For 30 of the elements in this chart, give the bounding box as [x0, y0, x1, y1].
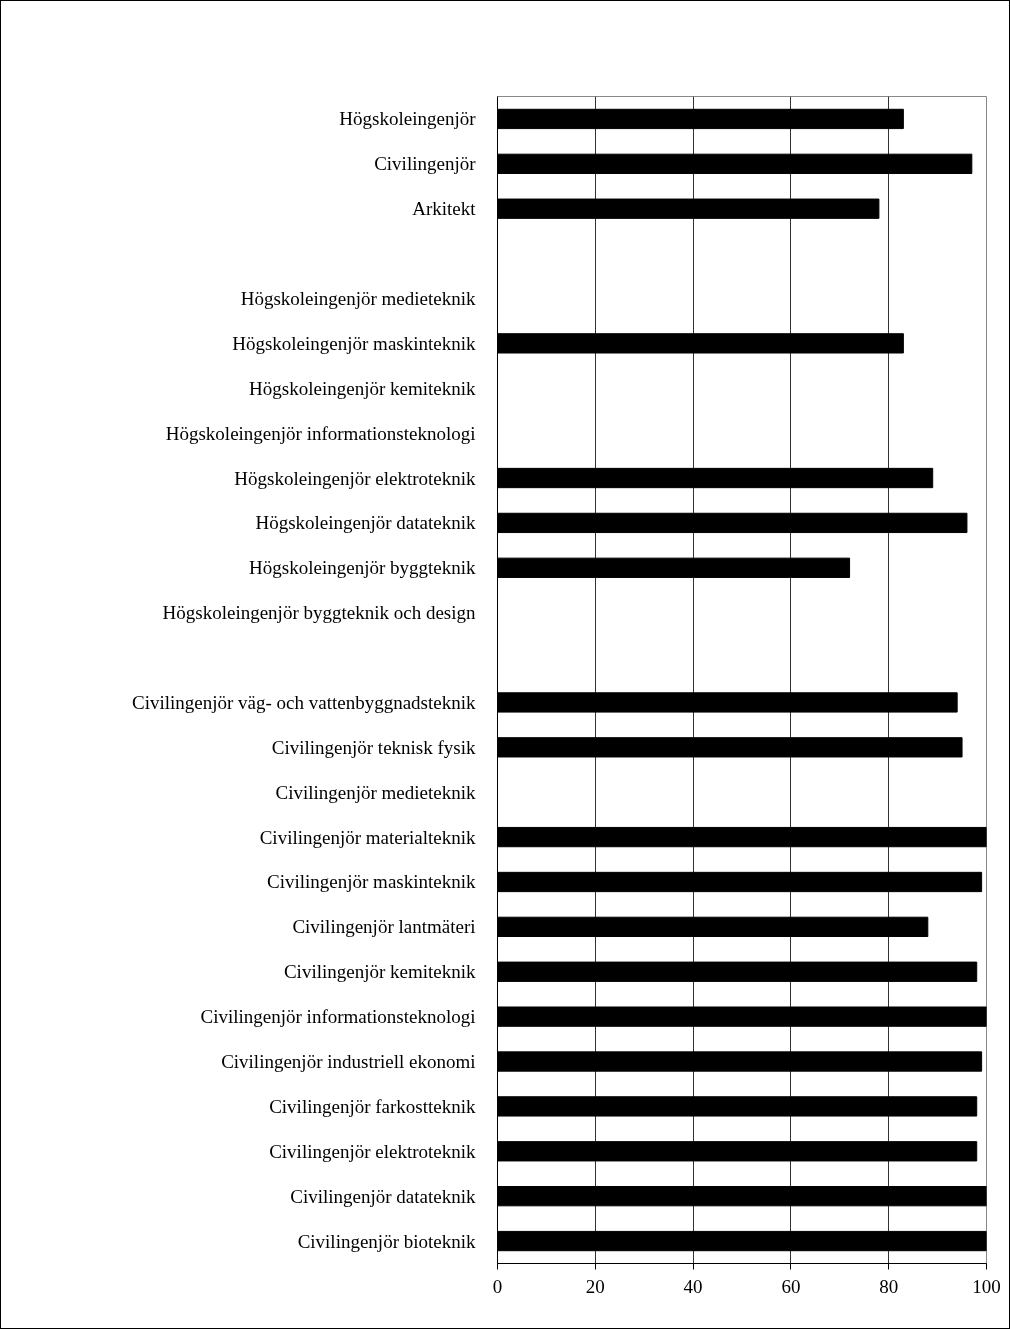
y-tick-label: Civilingenjör	[374, 153, 477, 175]
x-tick-label: 80	[879, 1275, 899, 1297]
x-tick-label: 40	[683, 1275, 703, 1297]
y-tick-label: Civilingenjör elektroteknik	[269, 1140, 476, 1162]
y-tick-label: Högskoleingenjör byggteknik	[249, 557, 476, 579]
y-tick-label: Högskoleingenjör	[339, 108, 477, 130]
y-tick-label: Civilingenjör teknisk fysik	[271, 736, 476, 758]
y-tick-label: Civilingenjör lantmäteri	[292, 916, 476, 938]
y-tick-label: Civilingenjör industriell ekonomi	[221, 1051, 476, 1073]
y-tick-label: Civilingenjör datateknik	[290, 1185, 476, 1207]
y-tick-label: Civilingenjör medieteknik	[275, 781, 476, 803]
y-tick-label: Högskoleingenjör byggteknik och design	[162, 602, 476, 624]
y-tick-label: Civilingenjör materialteknik	[259, 826, 476, 848]
y-tick-label: Högskoleingenjör medieteknik	[240, 287, 476, 309]
y-tick-label: Högskoleingenjör informationsteknologi	[165, 422, 476, 444]
y-tick-label: Civilingenjör informationsteknologi	[200, 1006, 476, 1028]
y-tick-label: Civilingenjör maskinteknik	[267, 871, 476, 893]
x-tick-label: 0	[492, 1275, 503, 1297]
x-tick-label: 20	[585, 1275, 605, 1297]
x-tick-label: 60	[781, 1275, 801, 1297]
y-tick-label: Civilingenjör kemiteknik	[283, 961, 476, 983]
y-tick-label: Arkitekt	[412, 198, 477, 220]
y-tick-label: Högskoleingenjör elektroteknik	[234, 467, 476, 489]
y-tick-label: Högskoleingenjör datateknik	[255, 512, 476, 534]
y-tick-label: Civilingenjör bioteknik	[297, 1230, 476, 1252]
y-tick-label: Civilingenjör väg- och vattenbyggnadsteknik	[131, 691, 476, 713]
y-tick-label: Civilingenjör farkostteknik	[269, 1095, 476, 1117]
y-tick-label: Högskoleingenjör maskinteknik	[232, 332, 476, 354]
x-tick-label: 100	[972, 1275, 1001, 1297]
y-tick-label: Högskoleingenjör kemiteknik	[249, 377, 476, 399]
